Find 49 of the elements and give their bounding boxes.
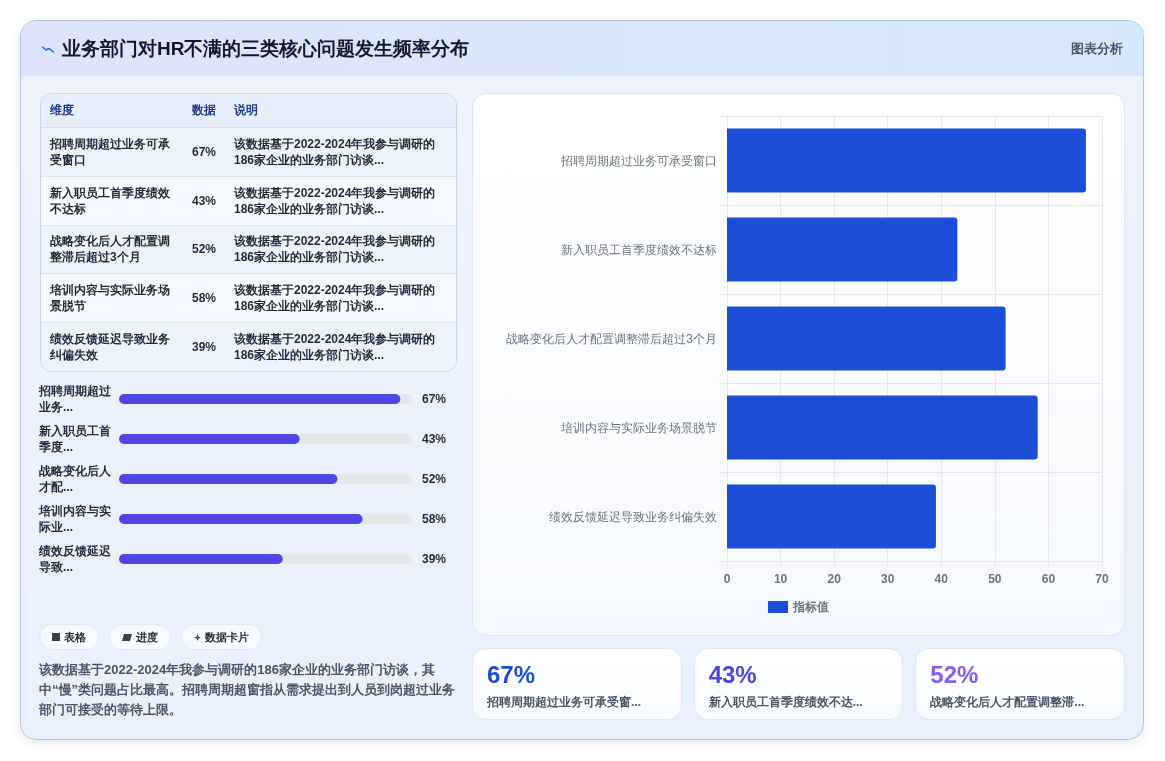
text: 数据 [192, 102, 217, 119]
data-label: 43% [708, 660, 758, 690]
text: 图表分析 [1071, 39, 1123, 58]
data-label: 52% [930, 660, 980, 690]
y-tick-label: 培训内容与实际业务场景脱节 [560, 420, 717, 435]
text: 该数据基于2022-2024年我参与调研的186家企业的业务部门访谈... [234, 233, 437, 266]
y-tick-label: 绩效反馈延迟导致... [38, 544, 112, 574]
data-label: 58% [422, 512, 447, 526]
y-tick-label: 招聘周期超过业务... [38, 384, 112, 414]
y-tick-label: 战略变化后人才配... [38, 464, 112, 494]
data-label: 39% [192, 339, 218, 356]
text: 维度 [49, 102, 75, 119]
y-tick-label: 战略变化后人才配置调整滞后超过3个月 [506, 331, 717, 346]
category-label: 招聘周期超过业务可承受窗... [487, 694, 642, 711]
y-tick-label: 新入职员工首季度... [38, 424, 111, 454]
x-tick-label: 50 [988, 572, 1002, 586]
x-tick-label: 10 [773, 572, 788, 586]
y-tick-label: 新入职员工首季度绩效不达标 [561, 242, 717, 257]
data-label: 58% [192, 290, 218, 307]
text: 该数据基于2022-2024年我参与调研的186家企业的业务部门访谈... [234, 184, 437, 217]
category-label: 战略变化后人才配置调整滞... [930, 694, 1086, 711]
x-tick-label: 0 [723, 572, 731, 586]
x-tick-label: 60 [1041, 572, 1056, 586]
data-label: 43% [192, 192, 218, 209]
text: 该数据基于2022-2024年我参与调研的186家企业的业务部门访谈，其中“慢”类问题占比最高。招聘周期超窗指从需求提出到人员到岗超过业务部门可接受的等待上限。 [39, 661, 456, 719]
data-label: 67% [192, 143, 218, 160]
text: 表格 [64, 629, 86, 645]
x-tick-label: 40 [934, 572, 949, 586]
x-tick-label: 70 [1095, 572, 1109, 586]
data-label: 39% [422, 552, 447, 566]
y-tick-label: 绩效反馈延迟导致业务纠偏失效 [549, 509, 717, 524]
text: 说明 [234, 102, 259, 119]
text: 该数据基于2022-2024年我参与调研的186家企业的业务部门访谈... [234, 282, 437, 315]
text: 业务部门对HR不满的三类核心问题发生频率分布 [62, 36, 470, 61]
text: 数据卡片 [205, 629, 249, 645]
text: 该数据基于2022-2024年我参与调研的186家企业的业务部门访谈... [234, 331, 437, 364]
data-label: 67% [487, 660, 537, 690]
x-tick-label: 30 [881, 572, 895, 586]
data-label: 43% [422, 432, 447, 446]
data-label: 52% [192, 241, 218, 258]
y-tick-label: 招聘周期超过业务可承受窗口 [560, 153, 717, 168]
x-tick-label: 20 [827, 572, 842, 586]
y-tick-label: 培训内容与实际业... [38, 504, 111, 534]
data-label: 52% [422, 472, 447, 486]
category-label: 新入职员工首季度绩效不达... [708, 694, 864, 711]
legend-label: 指标值 [792, 600, 829, 614]
text: 进度 [136, 629, 158, 645]
data-label: 67% [422, 392, 447, 406]
text: 该数据基于2022-2024年我参与调研的186家企业的业务部门访谈... [234, 135, 437, 168]
